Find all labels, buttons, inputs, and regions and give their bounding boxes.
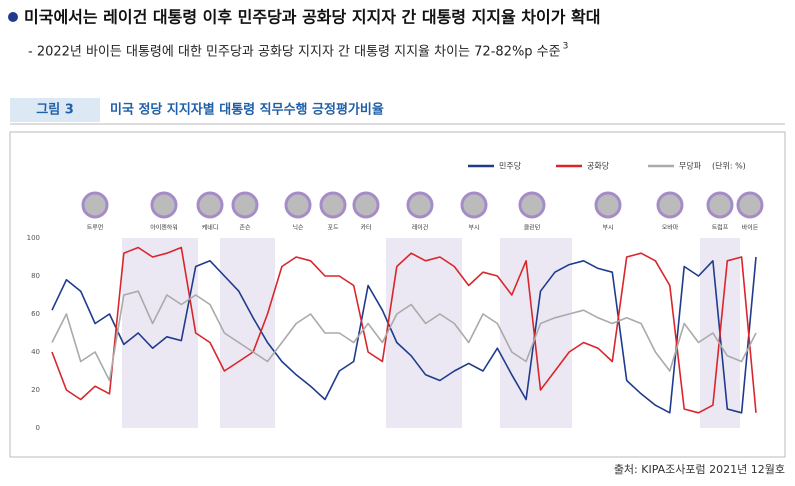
subtitle: - 2022년 바이든 대통령에 대한 민주당과 공화당 지지자 간 대통령 지… (28, 45, 561, 60)
source: 출처: KIPA조사포럼 2021년 12월호 (614, 463, 785, 476)
portrait (706, 191, 734, 219)
chart-frame (9, 131, 786, 458)
president-name: 부시 (468, 225, 479, 232)
portrait (460, 191, 488, 219)
portrait (736, 191, 764, 219)
figure-label-box (10, 98, 100, 122)
president-name: 트럼프 (712, 224, 729, 232)
y-tick-label: 80 (31, 272, 40, 280)
y-tick-label: 20 (31, 386, 40, 394)
legend-label: 민주당 (499, 161, 522, 171)
portrait (196, 191, 224, 219)
portrait (352, 191, 380, 219)
portrait (150, 191, 178, 219)
page-title: 미국에서는 레이건 대통령 이후 민주당과 공화당 지지자 간 대통령 지지율 … (24, 8, 600, 27)
portrait (81, 191, 109, 219)
portrait (284, 191, 312, 219)
term-band (122, 238, 198, 428)
y-tick-label: 100 (27, 234, 40, 242)
footnote-mark: 3 (563, 42, 569, 52)
y-tick-label: 40 (31, 348, 40, 356)
president-name: 아이젠하워 (150, 224, 178, 232)
president-name: 존슨 (239, 225, 251, 232)
portrait (594, 191, 622, 219)
portrait (518, 191, 546, 219)
legend-label: 무당파 (679, 161, 702, 171)
portrait (231, 191, 259, 219)
figure-label: 그림 3 (36, 103, 74, 118)
term-band (500, 238, 572, 428)
portrait (319, 191, 347, 219)
president-name: 바이든 (742, 224, 759, 232)
president-name: 오바마 (662, 224, 679, 232)
y-tick-label: 0 (36, 424, 40, 432)
president-name: 트루먼 (87, 224, 104, 232)
president-name: 케네디 (202, 224, 219, 232)
bullet (8, 12, 18, 22)
series-line (51, 246, 757, 414)
president-name: 부시 (602, 225, 613, 232)
legend-label: 공화당 (587, 161, 610, 171)
y-tick-label: 60 (31, 310, 40, 318)
president-name: 클린턴 (524, 224, 541, 232)
term-band (220, 238, 275, 428)
portrait (656, 191, 684, 219)
term-band (386, 238, 462, 428)
president-name: 닉슨 (292, 224, 304, 232)
series-line (51, 290, 757, 382)
president-name: 카터 (360, 224, 371, 232)
president-name: 레이건 (412, 224, 429, 232)
figure-title: 미국 정당 지지자별 대통령 직무수행 긍정평가비율 (110, 102, 384, 118)
chart: 0 20 40 60 80 100 트루먼 아이젠하워 케네디 존슨 닉슨 포드 카터 레이건 부시 클린턴 부… (27, 161, 764, 432)
portrait (406, 191, 434, 219)
series-line (51, 256, 757, 414)
president-name: 포드 (327, 225, 339, 232)
unit-label: (단위: %) (712, 161, 746, 171)
